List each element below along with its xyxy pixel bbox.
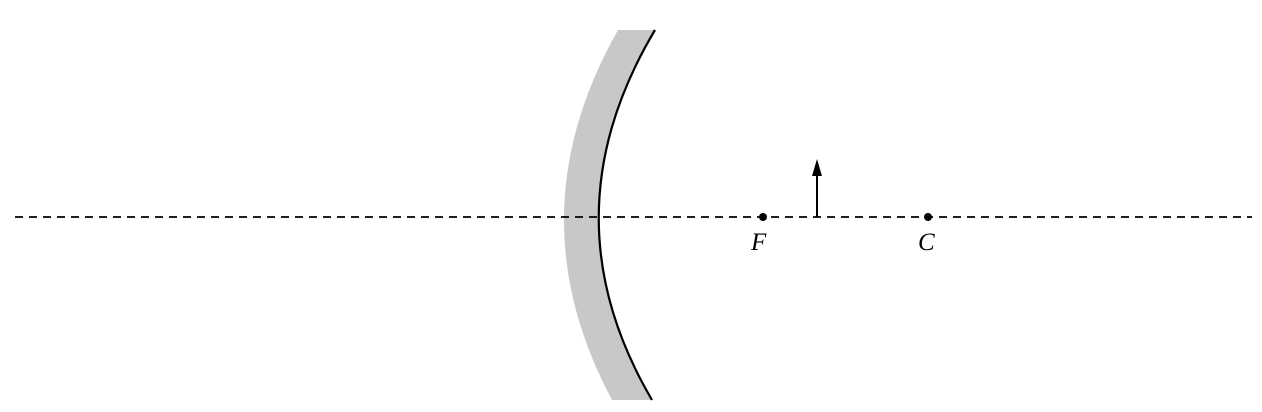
object-arrow — [812, 159, 822, 217]
center-of-curvature-label: C — [918, 229, 935, 256]
focal-point-label: F — [750, 229, 767, 256]
mirror-backing — [563, 30, 655, 400]
object-arrowhead — [812, 159, 822, 176]
mirror-surface — [597, 29, 656, 401]
center-of-curvature-point — [924, 213, 932, 221]
focal-point — [759, 213, 767, 221]
